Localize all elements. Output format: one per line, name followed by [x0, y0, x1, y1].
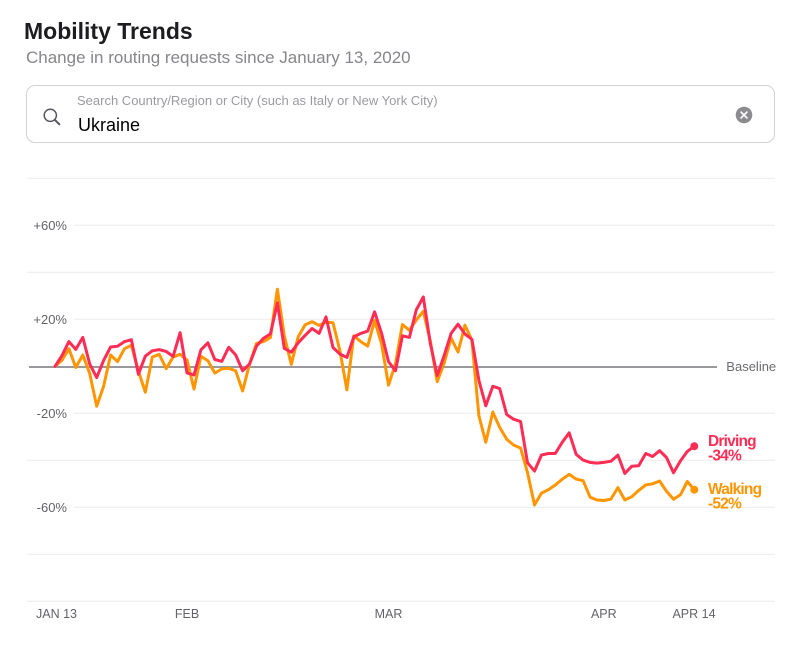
- svg-text:+60%: +60%: [33, 218, 67, 233]
- svg-text:-60%: -60%: [37, 500, 68, 515]
- svg-text:APR 14: APR 14: [672, 607, 715, 621]
- svg-text:-34%: -34%: [708, 447, 742, 464]
- svg-text:Walking: Walking: [708, 481, 762, 498]
- svg-text:-20%: -20%: [37, 406, 68, 421]
- svg-text:Baseline: Baseline: [726, 359, 776, 374]
- svg-text:Driving: Driving: [708, 433, 756, 450]
- svg-text:MAR: MAR: [375, 607, 403, 621]
- svg-text:JAN 13: JAN 13: [36, 607, 77, 621]
- svg-text:-52%: -52%: [708, 495, 742, 512]
- svg-text:+20%: +20%: [33, 312, 67, 327]
- svg-text:APR: APR: [591, 607, 617, 621]
- svg-text:FEB: FEB: [175, 607, 199, 621]
